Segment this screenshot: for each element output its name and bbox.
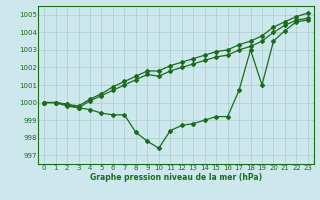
X-axis label: Graphe pression niveau de la mer (hPa): Graphe pression niveau de la mer (hPa) [90,173,262,182]
